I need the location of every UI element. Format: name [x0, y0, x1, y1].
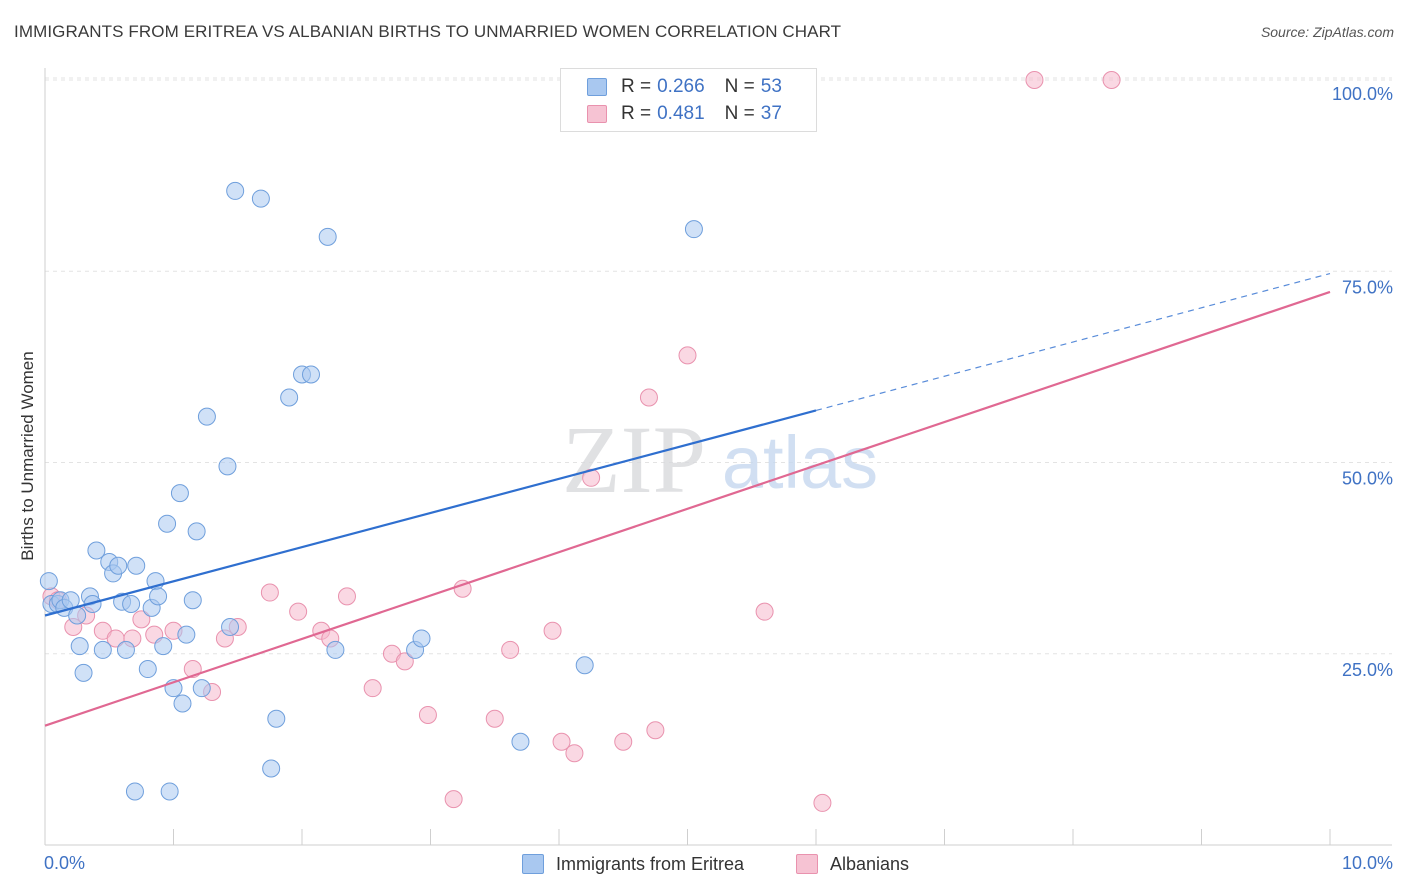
bottom-legend-label-albanians: Albanians	[830, 853, 910, 874]
data-point-eritrea	[221, 617, 240, 636]
data-point-eritrea	[125, 782, 144, 801]
data-point-eritrea	[301, 365, 320, 384]
bottom-legend-swatch-eritrea	[522, 854, 544, 874]
data-point-albanians	[485, 709, 504, 728]
data-point-eritrea	[218, 457, 237, 476]
data-point-eritrea	[183, 591, 202, 610]
data-point-eritrea	[138, 660, 157, 679]
legend-row-eritrea: R = 0.266 N = 53	[587, 75, 788, 99]
data-point-eritrea	[70, 637, 89, 656]
data-point-albanians	[565, 744, 584, 763]
data-point-eritrea	[74, 663, 93, 682]
data-point-eritrea	[158, 514, 177, 533]
data-point-albanians	[363, 679, 382, 698]
data-point-albanians	[1102, 71, 1121, 89]
data-point-eritrea	[160, 782, 179, 801]
legend-r-value-albanians: 0.481	[657, 103, 705, 124]
data-point-albanians	[678, 346, 697, 365]
tick-labels: 25.0% 50.0% 75.0% 100.0% 0.0% 10.0%	[44, 84, 1393, 873]
data-point-albanians	[646, 721, 665, 740]
y-axis-label: Births to Unmarried Women	[18, 351, 37, 560]
data-point-eritrea	[226, 181, 245, 200]
data-point-eritrea	[280, 388, 299, 407]
legend-row-albanians: R = 0.481 N = 37	[587, 102, 788, 126]
data-point-albanians	[444, 790, 463, 809]
data-point-albanians	[755, 602, 774, 621]
legend-r-label: R =	[621, 103, 652, 124]
bottom-legend-albanians: Albanians	[796, 852, 909, 876]
legend-swatch-eritrea	[587, 78, 607, 96]
legend-n-value-albanians: 37	[760, 103, 782, 124]
legend-n-value-eritrea: 53	[760, 76, 782, 97]
data-point-albanians	[501, 640, 520, 659]
axes	[44, 68, 1392, 846]
data-point-eritrea	[262, 759, 281, 778]
data-point-albanians	[543, 621, 562, 640]
data-point-eritrea	[116, 640, 135, 659]
y-tick-label: 100.0%	[1332, 84, 1393, 104]
data-point-eritrea	[267, 709, 286, 728]
data-point-albanians	[639, 388, 658, 407]
legend-swatch-albanians	[587, 105, 607, 123]
legend-r-value-eritrea: 0.266	[657, 76, 705, 97]
bottom-legend-eritrea: Immigrants from Eritrea	[522, 852, 744, 876]
legend-r-label: R =	[621, 76, 652, 97]
x-tick-label: 0.0%	[44, 853, 85, 873]
grid-lines	[45, 77, 1392, 655]
legend: R = 0.266 N = 53 R = 0.481 N = 37	[560, 68, 817, 132]
data-point-eritrea	[127, 556, 146, 575]
bottom-legend-swatch-albanians	[796, 854, 818, 874]
data-point-albanians	[552, 732, 571, 751]
data-point-albanians	[1025, 71, 1044, 89]
trendline-albanians	[44, 290, 1331, 727]
y-tick-label: 25.0%	[1342, 660, 1393, 680]
data-point-eritrea	[93, 640, 112, 659]
data-point-albanians	[132, 610, 151, 629]
data-point-eritrea	[87, 541, 106, 560]
data-point-eritrea	[170, 484, 189, 503]
data-point-eritrea	[326, 640, 345, 659]
data-point-albanians	[395, 652, 414, 671]
data-point-eritrea	[39, 572, 58, 591]
data-point-albanians	[813, 793, 832, 812]
series-albanians-points	[42, 71, 1121, 812]
data-point-eritrea	[197, 407, 216, 426]
data-point-albanians	[337, 587, 356, 606]
y-tick-label: 50.0%	[1342, 469, 1393, 489]
data-point-eritrea	[187, 522, 206, 541]
data-point-eritrea	[318, 227, 337, 246]
data-point-eritrea	[173, 694, 192, 713]
data-point-albanians	[614, 732, 633, 751]
legend-n-label: N =	[724, 103, 755, 124]
data-point-eritrea	[575, 656, 594, 675]
data-point-eritrea	[109, 556, 128, 575]
y-tick-label: 75.0%	[1342, 277, 1393, 297]
data-point-eritrea	[149, 587, 168, 606]
data-point-albanians	[260, 583, 279, 602]
data-point-eritrea	[192, 679, 211, 698]
source-credit: Source: ZipAtlas.com	[1260, 24, 1394, 40]
data-point-eritrea	[412, 629, 431, 648]
watermark-atlas: atlas	[722, 421, 878, 504]
chart-title: IMMIGRANTS FROM ERITREA VS ALBANIAN BIRT…	[14, 22, 842, 41]
data-point-albanians	[418, 705, 437, 724]
trendlines	[44, 272, 1331, 727]
data-point-eritrea	[154, 637, 173, 656]
x-tick-label: 10.0%	[1342, 853, 1393, 873]
trendline-eritrea-extension	[815, 272, 1331, 412]
data-point-eritrea	[122, 595, 141, 614]
data-point-eritrea	[177, 625, 196, 644]
data-point-albanians	[453, 579, 472, 598]
data-point-eritrea	[511, 732, 530, 751]
data-point-albanians	[289, 602, 308, 621]
legend-n-label: N =	[724, 76, 755, 97]
trendline-eritrea	[44, 409, 817, 617]
data-point-eritrea	[684, 220, 703, 239]
data-point-eritrea	[251, 189, 270, 208]
bottom-legend-label-eritrea: Immigrants from Eritrea	[556, 853, 745, 874]
